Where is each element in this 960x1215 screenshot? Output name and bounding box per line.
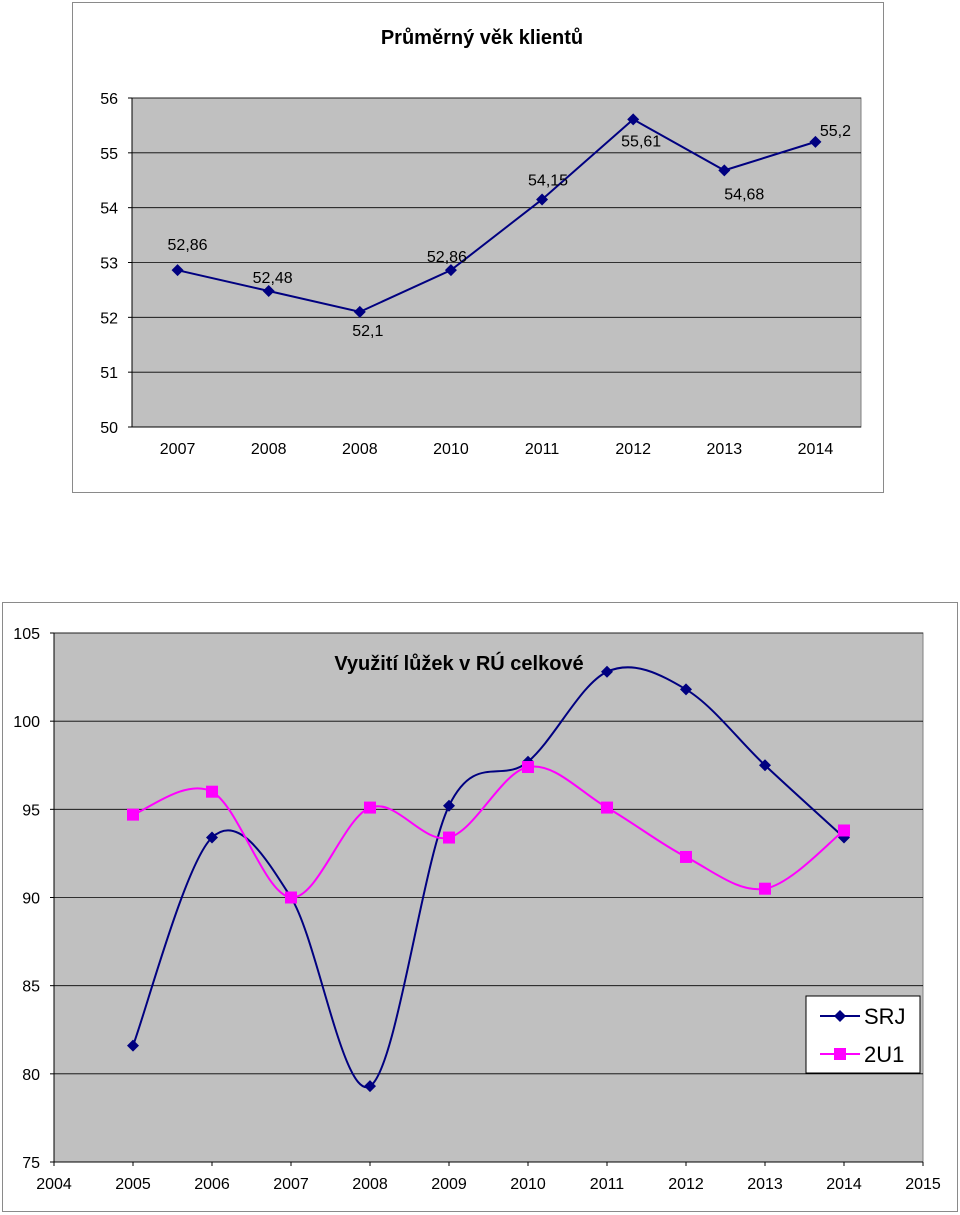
age-y-tick-label: 55 <box>100 146 118 163</box>
bed-usage-y-tick-label: 90 <box>22 891 40 908</box>
data-point-2u1 <box>759 882 771 895</box>
age-data-label: 52,1 <box>352 323 383 340</box>
age-x-tick-label: 2008 <box>342 441 378 458</box>
age-data-label: 54,68 <box>724 186 764 203</box>
legend-box <box>805 995 921 1074</box>
age-x-tick-label: 2007 <box>160 441 196 458</box>
age-data-point <box>262 285 275 298</box>
age-chart-gridlines <box>132 97 861 373</box>
bed-usage-chart: Využití lůžek v RÚ celkové 75 80 85 90 95 100… <box>13 626 941 1193</box>
age-data-point <box>718 164 731 177</box>
bed-usage-y-tick-label: 85 <box>22 979 40 996</box>
age-data-label: 52,86 <box>427 249 467 266</box>
bed-usage-x-tick-label: 2013 <box>747 1176 783 1193</box>
series-line-srj <box>132 666 845 1089</box>
legend-marker-2u1 <box>834 1048 846 1060</box>
age-chart: Průměrný věk klientů 50 51 52 53 54 55 56 2007… <box>100 27 862 458</box>
bed-usage-x-tick-label: 2012 <box>668 1176 704 1193</box>
age-x-tick-label: 2013 <box>707 441 743 458</box>
series-line-2u1 <box>132 765 845 899</box>
age-y-tick-label: 53 <box>100 256 118 273</box>
data-point-2u1 <box>206 785 218 798</box>
age-chart-x-axis: 2007 2008 2008 2010 2011 2012 2013 2014 <box>132 426 861 458</box>
age-data-label: 55,2 <box>820 123 851 140</box>
age-chart-y-axis: 50 51 52 53 54 55 56 <box>100 91 133 437</box>
data-point-2u1 <box>522 761 534 774</box>
bed-usage-chart-title: Využití lůžek v RÚ celkové <box>334 651 583 675</box>
bed-usage-y-tick-label: 95 <box>22 802 40 819</box>
bed-usage-gridlines <box>54 632 923 1075</box>
bed-usage-legend: SRJ 2U1 <box>805 995 921 1074</box>
bed-usage-y-tick-label: 75 <box>22 1155 40 1172</box>
data-point-srj <box>364 1080 376 1093</box>
age-y-tick-label: 50 <box>100 420 118 437</box>
age-data-point <box>809 135 822 148</box>
data-point-2u1 <box>443 831 455 844</box>
age-data-labels: 52,86 52,48 52,1 52,86 54,15 55,61 54,68 55,2 <box>168 123 852 340</box>
age-y-tick-label: 56 <box>100 91 118 108</box>
age-series-line <box>177 118 816 313</box>
bed-usage-x-tick-label: 2007 <box>273 1176 309 1193</box>
age-data-label: 55,61 <box>621 133 661 150</box>
bed-usage-x-tick-label: 2009 <box>431 1176 467 1193</box>
data-point-2u1 <box>285 891 297 904</box>
legend-label-srj: SRJ <box>864 1004 906 1029</box>
bed-usage-x-tick-label: 2006 <box>194 1176 230 1193</box>
age-data-point <box>353 305 366 318</box>
age-x-tick-label: 2011 <box>525 441 560 458</box>
age-x-tick-label: 2014 <box>798 441 834 458</box>
bed-usage-x-tick-label: 2008 <box>352 1176 388 1193</box>
bed-usage-y-axis: 75 80 85 90 95 100 105 <box>13 626 55 1172</box>
data-point-2u1 <box>838 824 850 837</box>
legend-label-2u1: 2U1 <box>864 1042 904 1067</box>
age-data-point <box>171 264 184 277</box>
age-series-markers <box>171 113 822 318</box>
age-chart-title: Průměrný věk klientů <box>381 27 583 49</box>
data-point-srj <box>759 759 771 772</box>
bed-usage-y-tick-label: 105 <box>13 626 40 643</box>
bed-usage-x-tick-label: 2010 <box>510 1176 546 1193</box>
data-point-2u1 <box>680 850 692 863</box>
data-point-srj <box>601 665 613 678</box>
legend-marker-srj <box>834 1010 846 1022</box>
age-data-label: 52,48 <box>253 270 293 287</box>
bed-usage-y-tick-label: 100 <box>13 714 40 731</box>
data-point-srj <box>680 683 692 696</box>
age-data-point <box>444 264 457 277</box>
bed-usage-x-tick-label: 2011 <box>590 1176 625 1193</box>
age-x-tick-label: 2010 <box>433 441 469 458</box>
age-y-tick-label: 51 <box>100 365 118 382</box>
age-x-tick-label: 2008 <box>251 441 287 458</box>
bed-usage-x-tick-label: 2004 <box>36 1176 72 1193</box>
bed-usage-x-tick-label: 2005 <box>115 1176 151 1193</box>
age-data-label: 52,86 <box>168 237 208 254</box>
data-point-2u1 <box>127 808 139 821</box>
bed-usage-y-tick-label: 80 <box>22 1067 40 1084</box>
data-point-srj <box>443 799 455 812</box>
bed-usage-series-lines <box>132 666 845 1089</box>
age-y-tick-label: 54 <box>100 201 118 218</box>
age-x-tick-label: 2012 <box>615 441 651 458</box>
data-point-2u1 <box>364 801 376 814</box>
data-point-2u1 <box>601 801 613 814</box>
age-y-tick-label: 52 <box>100 310 118 327</box>
bed-usage-series-markers <box>127 665 850 1093</box>
bed-usage-x-axis: 2004 2005 2006 2007 2008 2009 2010 2011 2012 2013… <box>36 1161 941 1193</box>
bed-usage-x-tick-label: 2014 <box>826 1176 862 1193</box>
data-point-srj <box>206 831 218 844</box>
age-data-point <box>536 193 549 206</box>
bed-usage-x-tick-label: 2015 <box>905 1176 941 1193</box>
age-data-label: 54,15 <box>528 172 568 189</box>
data-point-srj <box>127 1039 139 1052</box>
age-data-point <box>627 113 640 126</box>
